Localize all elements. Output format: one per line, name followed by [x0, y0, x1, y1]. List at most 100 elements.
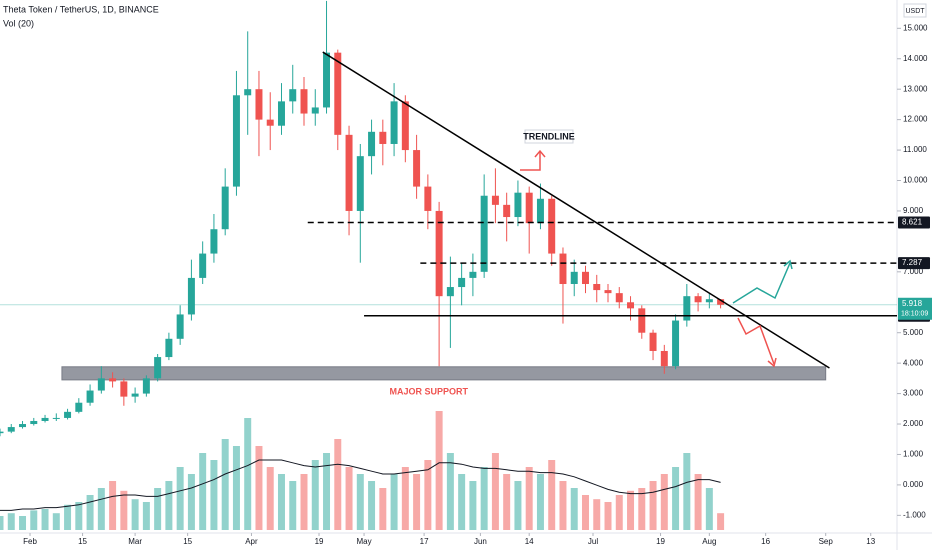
candle-body: [0, 431, 4, 434]
volume-bar: [255, 446, 263, 530]
candle-body: [334, 52, 342, 135]
trendline-label: TRENDLINE: [523, 131, 575, 141]
volume-bar: [210, 460, 218, 530]
volume-bar: [717, 513, 725, 530]
volume-layer: [0, 411, 725, 530]
volume-bar: [480, 467, 488, 530]
volume-bar: [176, 467, 184, 530]
volume-bar: [694, 474, 702, 530]
support-zone: [61, 366, 827, 381]
volume-bar: [345, 467, 353, 530]
candle-body: [244, 89, 252, 96]
volume-bar: [75, 502, 83, 530]
volume-bar: [379, 488, 387, 530]
candle-body: [559, 253, 567, 285]
candle-body: [491, 195, 499, 205]
x-tick-label: 13: [866, 537, 875, 546]
volume-bar: [41, 509, 49, 530]
candle-body: [413, 150, 421, 187]
x-tick-label: Jul: [588, 537, 598, 546]
candle-body: [390, 101, 398, 144]
candle-body: [75, 402, 83, 412]
x-tick-label: Apr: [245, 537, 258, 546]
candle-body: [52, 417, 60, 419]
x-tick-label: 19: [656, 537, 665, 546]
candle-body: [266, 119, 274, 126]
volume-bar: [705, 488, 713, 530]
candle-body: [581, 271, 589, 285]
volume-bar: [86, 495, 94, 530]
candle-body: [705, 299, 713, 303]
candle-body: [649, 332, 657, 351]
volume-bar: [615, 495, 623, 530]
volume-bar: [469, 481, 477, 530]
volume-bar: [323, 453, 331, 530]
candle-body: [232, 95, 240, 187]
y-tick-label: 4.000: [903, 358, 924, 367]
volume-bar: [581, 495, 589, 530]
volume-bar: [232, 446, 240, 530]
last-price-tag: [898, 297, 932, 320]
volume-bar: [187, 474, 195, 530]
candle-body: [289, 89, 297, 102]
x-tick-label: Sep: [819, 537, 834, 546]
volume-bar: [458, 474, 466, 530]
y-tick-label: 11.000: [903, 145, 927, 154]
volume-bar: [424, 460, 432, 530]
y-tick-label: 7.000: [903, 267, 924, 276]
level-tag-label: 7.287: [902, 258, 923, 267]
volume-bar: [131, 499, 139, 530]
volume-bar: [356, 474, 364, 530]
candle-body: [593, 284, 601, 291]
volume-bar: [0, 516, 4, 530]
bear-projection: [737, 317, 775, 365]
candle-body: [570, 271, 578, 285]
candle-body: [64, 411, 72, 418]
x-tick-label: May: [356, 537, 371, 546]
volume-bar: [165, 481, 173, 530]
volume-bar: [142, 502, 150, 530]
volume-bar: [548, 460, 556, 530]
volume-bar: [311, 460, 319, 530]
candle-body: [187, 277, 195, 315]
candle-body: [311, 107, 319, 114]
volume-bar: [401, 467, 409, 530]
y-tick-label: 9.000: [903, 206, 924, 215]
y-tick-label: 1.000: [903, 450, 924, 459]
volume-bar: [627, 490, 635, 530]
candle-body: [660, 350, 668, 367]
candle-body: [131, 393, 139, 397]
level-tag: [898, 257, 930, 270]
y-tick-label: 14.000: [903, 54, 928, 63]
candle-body: [435, 210, 443, 297]
candle-body: [480, 195, 488, 272]
volume-bar: [559, 481, 567, 530]
candle-body: [120, 381, 128, 397]
volume-title: Vol (20): [3, 18, 34, 28]
countdown-label: 18:10:09: [901, 311, 928, 318]
candle-body: [604, 290, 612, 294]
candle-body: [694, 296, 702, 303]
volume-bar: [266, 467, 274, 530]
candle-body: [30, 420, 38, 425]
candle-body: [109, 378, 117, 382]
candle-body: [142, 378, 150, 394]
candle-body: [7, 427, 15, 432]
candle-body: [424, 186, 432, 211]
volume-bar: [289, 481, 297, 530]
volume-bar: [244, 418, 252, 530]
unit-label: USDT: [905, 8, 925, 15]
arrow-head: [767, 357, 777, 368]
candle-body: [536, 198, 544, 224]
volume-bar: [64, 504, 72, 530]
arrow-head: [534, 149, 546, 158]
x-tick-label: 14: [525, 537, 534, 546]
volume-bar: [593, 499, 601, 530]
candle-body: [277, 101, 285, 126]
volume-bar: [334, 439, 342, 530]
candle-body: [221, 186, 229, 230]
y-tick-label: -1.000: [903, 510, 926, 519]
x-tick-label: 17: [420, 537, 429, 546]
candle-body: [176, 314, 184, 339]
candle-body: [458, 277, 466, 288]
